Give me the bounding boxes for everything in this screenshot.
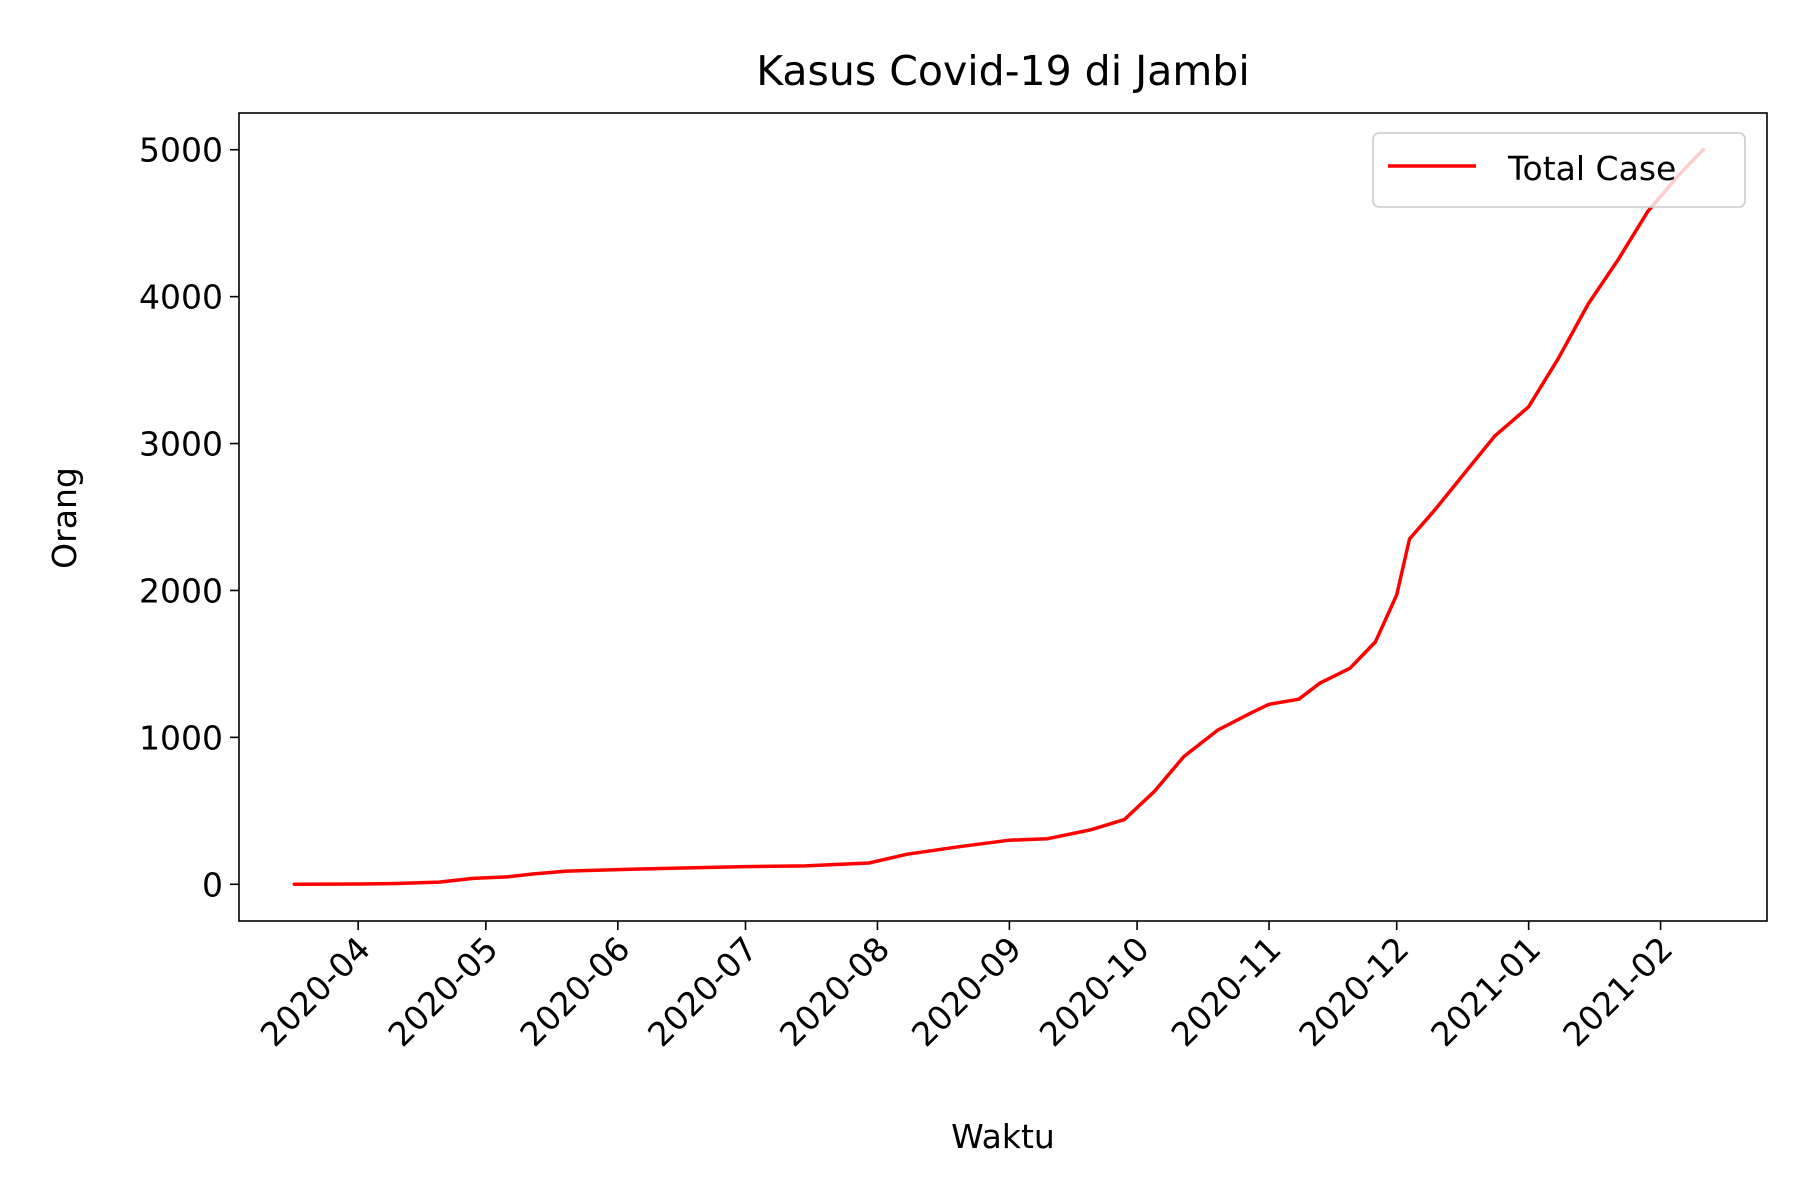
legend: Total Case: [1372, 132, 1746, 208]
chart-title: Kasus Covid-19 di Jambi: [756, 47, 1249, 95]
y-tick-label: 2000: [139, 571, 223, 610]
series-line-total-case: [292, 147, 1705, 887]
y-tick-label: 5000: [139, 131, 223, 170]
y-tick-label: 0: [202, 865, 223, 904]
y-axis: 0 1000 2000 3000 4000 5000: [139, 131, 239, 904]
y-tick-label: 4000: [139, 278, 223, 317]
legend-box: [1372, 132, 1746, 208]
x-axis-label: Waktu: [951, 1117, 1055, 1156]
y-tick-label: 1000: [139, 718, 223, 757]
y-tick-label: 3000: [139, 425, 223, 464]
y-axis-label: Orang: [45, 467, 84, 569]
plot-series: [292, 147, 1705, 887]
legend-label-total-case: Total Case: [1507, 149, 1676, 188]
plot-frame: [238, 112, 1768, 922]
